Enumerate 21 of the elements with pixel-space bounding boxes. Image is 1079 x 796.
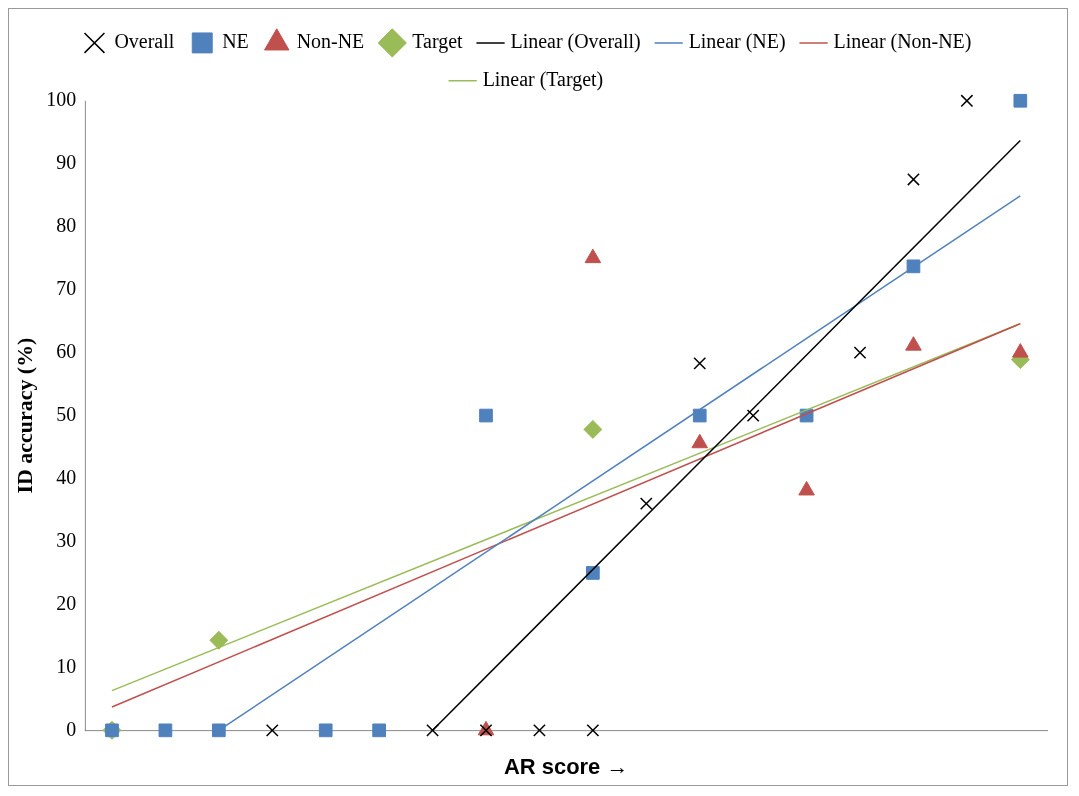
y-tick-label: 0 [66,717,77,740]
legend-label: Overall [114,30,175,53]
legend-label: Linear (Target) [482,68,604,92]
y-tick-label: 30 [56,528,77,551]
x-axis-title: AR score → [503,753,629,779]
y-tick-label: 10 [56,654,77,677]
y-tick-label: 50 [56,402,77,425]
legend-label: Linear (Overall) [510,30,641,54]
y-tick-label: 80 [56,213,77,236]
y-tick-label: 70 [56,276,77,299]
y-tick-label: 100 [46,88,77,110]
y-tick-label: 90 [56,150,77,173]
legend-label: NE [222,30,249,53]
y-tick-label: 40 [56,465,77,488]
y-tick-label: 20 [56,591,77,614]
legend-label: Non-NE [296,30,365,53]
y-tick-label: 60 [56,339,77,362]
legend-label: Linear (NE) [688,30,786,54]
y-axis-title: ID accuracy (%) [11,337,37,494]
legend-label: Target [412,30,464,54]
legend-label: Linear (Non-NE) [833,30,972,54]
